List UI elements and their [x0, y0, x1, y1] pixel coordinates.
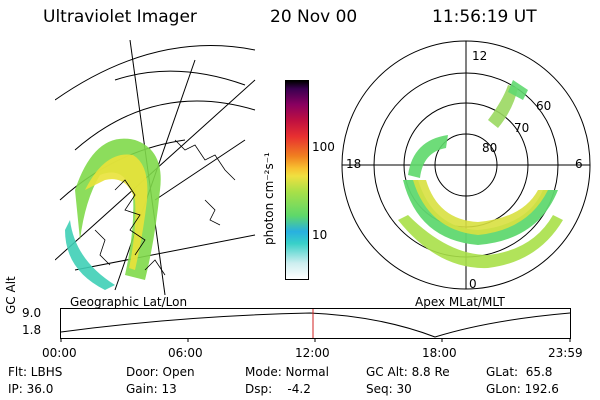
- mlat-70: 70: [514, 121, 529, 135]
- mlt-18: 18: [346, 157, 361, 171]
- timeline-ytick-9: 9.0: [22, 306, 42, 320]
- status-mode: Mode: Normal: [245, 365, 329, 379]
- geo-panel-label: Geographic Lat/Lon: [70, 295, 188, 309]
- colorbar-tick-10: 10: [312, 228, 328, 242]
- coastlines: [94, 139, 236, 276]
- status-gain: Gain: 13: [126, 382, 177, 396]
- aurora-oval-geo: [65, 138, 161, 290]
- timeline-xtick-1800: 18:00: [422, 346, 457, 360]
- time-label: 11:56:19 UT: [432, 7, 537, 27]
- mlt-12: 12: [472, 49, 487, 63]
- status-seq: Seq: 30: [366, 382, 412, 396]
- colorbar-label: photon cm⁻²s⁻¹: [262, 152, 276, 245]
- polar-plot: 12 18 6 0 60 70 80: [341, 40, 591, 291]
- app-title: Ultraviolet Imager: [43, 7, 197, 27]
- timeline-plot: [60, 308, 571, 342]
- mlat-60: 60: [536, 99, 551, 113]
- date-label: 20 Nov 00: [270, 7, 358, 27]
- status-glon: GLon: 192.6: [486, 382, 559, 396]
- status-flt: Flt: LBHS: [8, 365, 63, 379]
- mlat-80: 80: [482, 141, 497, 155]
- timeline-xtick-0600: 06:00: [168, 346, 203, 360]
- timeline-axis-label: GC Alt: [4, 276, 18, 314]
- colorbar-tick-100: 100: [312, 140, 335, 154]
- status-dsp: Dsp: -4.2: [245, 382, 311, 396]
- apex-panel-label: Apex MLat/MLT: [415, 295, 505, 309]
- geographic-map: [55, 40, 256, 295]
- timeline-ytick-1.8: 1.8: [22, 323, 42, 337]
- status-door: Door: Open: [126, 365, 195, 379]
- timeline-xtick-2359: 23:59: [548, 346, 583, 360]
- timeline-xtick-0000: 00:00: [42, 346, 77, 360]
- altitude-curve: [60, 312, 571, 338]
- aurora-oval-polar: [398, 80, 563, 269]
- timeline-xtick-1200: 12:00: [295, 346, 330, 360]
- status-gcalt: GC Alt: 8.8 Re: [366, 365, 450, 379]
- colorbar: [285, 80, 309, 280]
- status-glat: GLat: 65.8: [486, 365, 553, 379]
- status-ip: IP: 36.0: [8, 382, 54, 396]
- mlt-0: 0: [469, 277, 477, 291]
- mlt-6: 6: [575, 157, 583, 171]
